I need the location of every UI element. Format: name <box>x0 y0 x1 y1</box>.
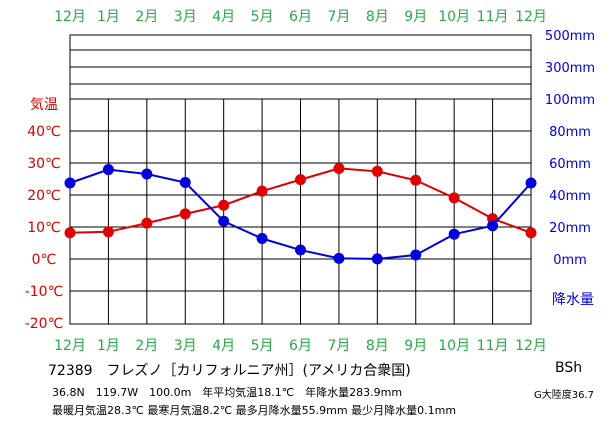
temperature-axis-ticks: 40℃ 30℃ 20℃ 10℃ 0℃ -10℃ -20℃ <box>25 124 64 332</box>
month-label-bottom: 12月 <box>515 338 547 354</box>
month-labels-bottom: 12月 1月 2月 3月 4月 5月 6月 7月 8月 9月 10月 11月 12月 <box>54 338 547 354</box>
data-point <box>256 233 268 245</box>
precipitation-tick: 20mm <box>549 221 591 236</box>
month-label-top: 3月 <box>174 9 197 25</box>
precipitation-axis-ticks: 500mm 300mm 100mm 80mm 60mm 40mm 20mm 0mm <box>545 29 595 268</box>
month-label-top: 11月 <box>477 9 509 25</box>
data-point <box>333 162 345 174</box>
temperature-tick: 30℃ <box>27 156 61 172</box>
month-label-top: 5月 <box>251 9 274 25</box>
data-point <box>64 177 76 189</box>
month-labels-top: 12月 1月 2月 3月 4月 5月 6月 7月 8月 9月 10月 11月 12月 <box>54 9 547 25</box>
data-point <box>371 253 383 265</box>
precipitation-tick: 60mm <box>549 157 591 172</box>
month-label-top: 1月 <box>97 9 120 25</box>
temperature-tick: 10℃ <box>27 220 61 236</box>
temperature-tick: 0℃ <box>32 252 57 268</box>
month-label-bottom: 3月 <box>174 338 197 354</box>
month-label-bottom: 2月 <box>135 338 158 354</box>
station-summary: 36.8N 119.7W 100.0m 年平均気温18.1℃ 年降水量283.9… <box>52 386 403 399</box>
temperature-tick: 20℃ <box>27 188 61 204</box>
data-point <box>102 164 114 176</box>
month-label-top: 8月 <box>366 9 389 25</box>
precipitation-tick: 100mm <box>545 93 595 108</box>
month-label-bottom: 6月 <box>289 338 312 354</box>
data-point <box>410 174 422 186</box>
data-point <box>333 252 345 264</box>
month-label-bottom: 5月 <box>251 338 274 354</box>
data-point <box>141 168 153 180</box>
climate-class: BSh <box>555 360 583 376</box>
month-label-bottom: 10月 <box>438 338 470 354</box>
temperature-tick: -10℃ <box>25 284 64 300</box>
month-label-top: 4月 <box>212 9 235 25</box>
month-label-top: 10月 <box>438 9 470 25</box>
data-point <box>487 220 499 232</box>
data-point <box>371 165 383 177</box>
data-point <box>218 215 230 227</box>
month-label-bottom: 9月 <box>404 338 427 354</box>
station-name: 72389 フレズノ［カリフォルニア州］(アメリカ合衆国) <box>48 363 411 379</box>
month-label-top: 12月 <box>515 9 547 25</box>
data-point <box>64 227 76 239</box>
month-label-bottom: 8月 <box>366 338 389 354</box>
precipitation-tick: 0mm <box>553 253 587 268</box>
data-point <box>218 199 230 211</box>
month-label-bottom: 12月 <box>54 338 86 354</box>
grid <box>69 34 532 325</box>
temperature-series <box>64 162 537 239</box>
data-point <box>448 228 460 240</box>
precipitation-tick: 40mm <box>549 189 591 204</box>
data-point <box>141 217 153 229</box>
data-point <box>295 174 306 186</box>
data-point <box>179 208 191 220</box>
station-extremes: 最暖月気温28.3℃ 最寒月気温8.2℃ 最多月降水量55.9mm 最少月降水量… <box>52 404 457 417</box>
month-label-bottom: 7月 <box>327 338 350 354</box>
data-point <box>102 226 114 238</box>
month-label-bottom: 11月 <box>477 338 509 354</box>
data-point <box>410 249 422 261</box>
temperature-axis-title: 気温 <box>30 97 58 113</box>
precipitation-tick: 500mm <box>545 29 595 44</box>
data-point <box>295 244 306 256</box>
precipitation-tick: 80mm <box>549 125 591 140</box>
data-point <box>448 192 460 204</box>
data-point <box>525 227 537 239</box>
month-label-top: 2月 <box>135 9 158 25</box>
data-point <box>525 177 537 189</box>
data-point <box>179 177 191 189</box>
month-label-bottom: 1月 <box>97 338 120 354</box>
month-label-top: 12月 <box>54 9 86 25</box>
month-label-top: 6月 <box>289 9 312 25</box>
temperature-tick: 40℃ <box>27 124 61 140</box>
continentality-index: G大陸度36.7 <box>534 390 595 401</box>
precipitation-series <box>64 164 537 265</box>
month-label-top: 9月 <box>404 9 427 25</box>
precipitation-tick: 300mm <box>545 61 595 76</box>
precipitation-axis-title: 降水量 <box>552 292 594 308</box>
month-label-top: 7月 <box>327 9 350 25</box>
temperature-tick: -20℃ <box>25 316 64 332</box>
month-label-bottom: 4月 <box>212 338 235 354</box>
data-point <box>256 185 268 197</box>
